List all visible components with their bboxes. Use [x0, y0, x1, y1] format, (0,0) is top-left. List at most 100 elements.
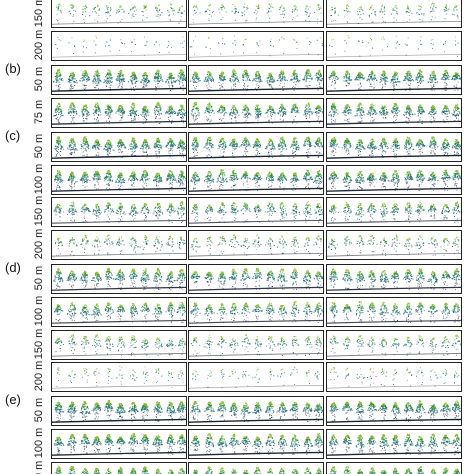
- tree-points: [329, 136, 340, 158]
- tree-points: [229, 234, 240, 255]
- tree-points: [217, 401, 227, 423]
- tree-points: [366, 368, 377, 386]
- tree-points: [368, 270, 377, 289]
- tree-points: [329, 402, 339, 422]
- tree-points: [230, 202, 240, 222]
- tree-points: [379, 104, 389, 124]
- ground-line: [189, 21, 323, 25]
- tree-points: [329, 335, 339, 353]
- point-cloud-panel: [326, 429, 462, 460]
- tree-points: [313, 302, 323, 323]
- tree-points: [452, 169, 461, 191]
- tree-points: [79, 270, 89, 289]
- tree-points: [452, 302, 460, 323]
- tree-points: [302, 301, 313, 322]
- tree-points: [403, 336, 413, 356]
- tree-points: [367, 302, 376, 323]
- tree-points: [68, 333, 78, 354]
- tree-points: [207, 370, 212, 388]
- tree-points: [107, 368, 113, 384]
- tree-points: [92, 333, 102, 354]
- tree-points: [404, 202, 413, 223]
- tree-points: [356, 334, 365, 355]
- ground-line: [189, 53, 323, 58]
- tree-points: [165, 235, 174, 256]
- tree-points: [67, 101, 78, 124]
- tree-points: [328, 170, 339, 189]
- tree-points: [355, 271, 365, 291]
- tree-points: [165, 137, 176, 158]
- tree-points: [329, 268, 338, 289]
- tree-points: [80, 468, 89, 474]
- point-cloud-panel: [51, 229, 187, 260]
- tree-points: [415, 169, 425, 191]
- tree-points: [355, 138, 366, 158]
- tree-points: [154, 468, 162, 474]
- tree-points: [343, 466, 351, 474]
- tree-points: [415, 69, 424, 91]
- tree-points: [190, 237, 201, 253]
- ground-line: [189, 319, 323, 324]
- tree-points: [427, 404, 438, 423]
- ground-line: [189, 120, 323, 125]
- tree-points: [390, 71, 401, 91]
- point-cloud-plot: [52, 234, 186, 257]
- tree-points: [306, 37, 312, 55]
- tree-points: [265, 335, 276, 355]
- tree-points: [217, 104, 228, 124]
- tree-points: [303, 136, 312, 158]
- tree-points: [416, 334, 424, 354]
- point-cloud-plot: [52, 169, 186, 192]
- tree-points: [116, 366, 124, 385]
- tree-points: [117, 466, 124, 474]
- tree-points: [341, 137, 352, 155]
- tree-points: [176, 139, 186, 158]
- tree-points: [91, 436, 102, 453]
- point-cloud-plot: [189, 68, 323, 92]
- point-cloud-panel: [188, 229, 324, 260]
- tree-points: [141, 466, 149, 474]
- tree-points: [240, 202, 251, 224]
- tree-points: [358, 39, 364, 57]
- tree-points: [277, 434, 288, 455]
- tree-points: [451, 433, 461, 455]
- tree-points: [218, 71, 227, 91]
- tree-points: [176, 301, 186, 323]
- tree-points: [316, 37, 323, 55]
- tree-points: [153, 137, 163, 158]
- tree-points: [390, 337, 400, 355]
- tree-points: [390, 303, 401, 323]
- tree-points: [314, 203, 323, 224]
- tree-points: [178, 337, 186, 355]
- tree-points: [128, 5, 138, 19]
- point-cloud-panel: [188, 329, 324, 360]
- point-cloud-panel: [326, 461, 462, 474]
- tree-points: [440, 138, 450, 157]
- tree-points: [53, 436, 65, 455]
- tree-points: [428, 104, 437, 123]
- tree-points: [205, 466, 214, 474]
- point-cloud-plot: [327, 34, 461, 58]
- point-cloud-plot: [189, 168, 323, 192]
- tree-points: [190, 171, 201, 190]
- tree-points: [79, 69, 91, 91]
- tree-points: [177, 370, 184, 384]
- point-cloud-panel: [188, 461, 324, 474]
- tree-points: [343, 202, 352, 222]
- tree-points: [140, 302, 151, 323]
- tree-points: [290, 434, 301, 456]
- tree-points: [178, 467, 186, 474]
- tree-points: [252, 402, 262, 422]
- tree-points: [417, 36, 423, 50]
- tree-points: [252, 70, 263, 91]
- tree-points: [153, 235, 163, 252]
- tree-points: [165, 271, 176, 291]
- tree-points: [165, 72, 177, 91]
- tree-points: [366, 103, 378, 124]
- tree-points: [67, 302, 77, 321]
- tree-points: [67, 401, 78, 422]
- tree-points: [289, 367, 298, 386]
- tree-points: [290, 171, 300, 191]
- tree-points: [155, 368, 163, 383]
- panel-group-label: (e): [5, 392, 21, 407]
